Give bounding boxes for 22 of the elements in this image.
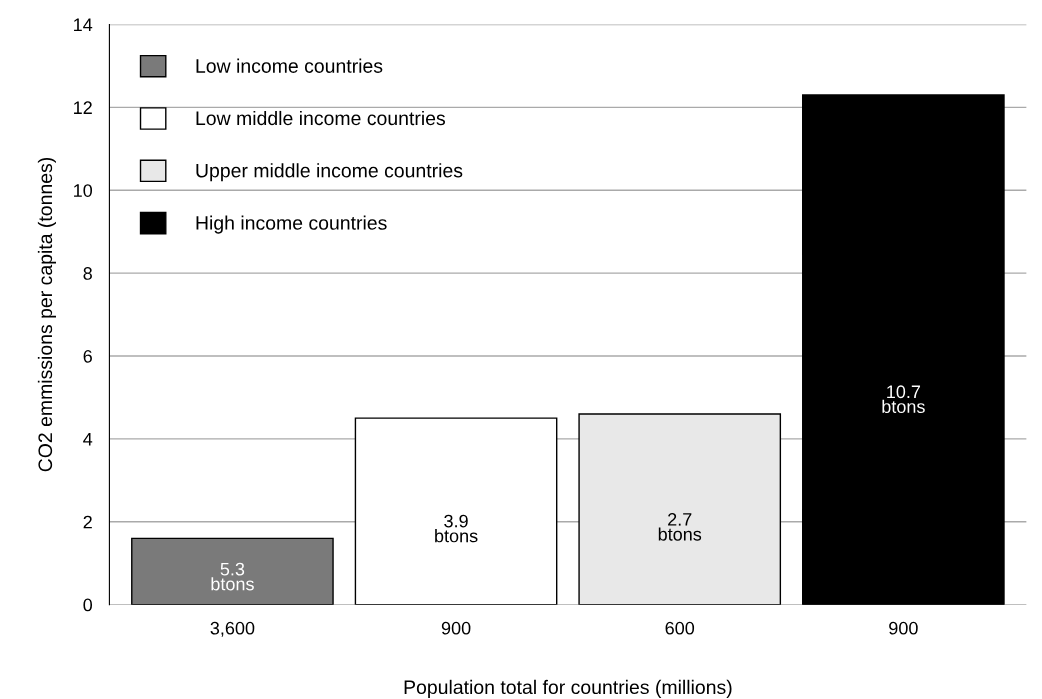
y-tick-label: 6 (83, 349, 92, 363)
x-tick-label: 3,600 (210, 621, 255, 637)
annotation: 10.7 btons (882, 385, 925, 414)
annotation: 3.9 btons (435, 514, 478, 543)
y-tick-label: 10 (74, 184, 93, 197)
legend-label: Low middle income countries (196, 110, 445, 126)
legend-label: High income countries (196, 215, 387, 234)
x-tick-label: 600 (665, 621, 695, 635)
legend-label: Upper middle income countries (196, 163, 463, 182)
annotation: 2.7 btons (658, 513, 702, 541)
y-tick-label: 14 (74, 18, 93, 32)
legend-label: Low income countries (196, 58, 383, 73)
x-axis-title: Population total for countries (millions) (404, 679, 732, 698)
y-tick-label: 2 (83, 515, 92, 529)
y-tick-label: 8 (83, 267, 92, 280)
x-tick-label: 900 (889, 621, 918, 635)
annotation: 5.3 btons (211, 562, 254, 591)
y-tick-label: 12 (74, 101, 92, 114)
y-tick-label: 0 (83, 598, 93, 612)
y-tick-label: 4 (83, 432, 93, 446)
y-axis-title: CO2 emmissions per capita (tonnes) (37, 157, 56, 472)
x-tick-label: 900 (441, 621, 471, 635)
